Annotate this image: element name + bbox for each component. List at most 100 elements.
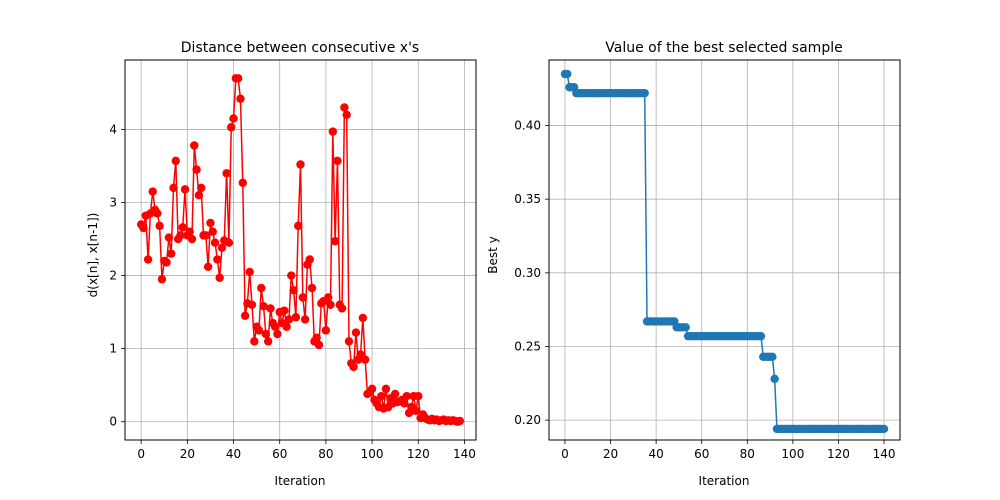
data-point: [227, 123, 236, 132]
x-tick-label: 40: [226, 447, 241, 461]
data-point: [333, 156, 342, 166]
x-tick-label: 20: [180, 447, 195, 461]
x-tick-label: 40: [648, 447, 663, 461]
data-point: [289, 285, 298, 295]
data-point: [367, 384, 377, 394]
x-tick-label: 80: [740, 447, 755, 461]
data-point: [166, 249, 176, 258]
data-point: [768, 352, 777, 361]
data-point: [360, 355, 370, 364]
data-point: [201, 231, 211, 240]
data-point: [139, 223, 148, 233]
data-point: [240, 311, 250, 320]
x-tick-label: 60: [272, 447, 287, 461]
data-point: [273, 329, 282, 339]
data-point: [197, 183, 206, 193]
data-point: [247, 300, 257, 310]
data-point: [314, 340, 324, 350]
chart-title: Value of the best selected sample: [605, 40, 842, 56]
y-tick-label: 1: [109, 342, 117, 356]
x-tick-label: 0: [561, 447, 569, 461]
data-point: [414, 391, 423, 401]
chart-title: Distance between consecutive x's: [181, 40, 419, 56]
data-point: [222, 169, 231, 178]
data-point: [377, 391, 386, 401]
data-point: [171, 156, 181, 166]
data-point: [153, 209, 162, 218]
data-point: [321, 326, 331, 335]
data-point: [296, 160, 305, 169]
data-point: [190, 141, 199, 150]
data-point: [155, 221, 164, 231]
x-tick-label: 0: [137, 447, 145, 461]
y-axis-label: d(x[n], x[n-1]): [86, 213, 100, 298]
data-point: [342, 110, 351, 120]
data-point: [400, 399, 409, 408]
chart-best-sample: Value of the best selected sample Iterat…: [486, 40, 901, 488]
y-tick-label: 0.35: [514, 192, 541, 206]
data-point: [213, 255, 222, 264]
data-point: [229, 114, 238, 123]
data-point: [157, 275, 167, 284]
data-point: [351, 328, 361, 337]
x-axis-label: Iteration: [275, 474, 326, 488]
data-point: [293, 221, 303, 231]
y-tick-label: 0.20: [514, 413, 541, 427]
data-point: [349, 362, 358, 372]
data-point: [143, 255, 153, 264]
data-point: [344, 337, 354, 346]
data-point: [455, 416, 465, 426]
plot-frame: [124, 59, 477, 441]
data-point: [291, 313, 301, 322]
y-tick-label: 0.40: [514, 119, 541, 133]
data-point: [326, 300, 335, 310]
x-tick-label: 120: [827, 447, 850, 461]
data-point: [330, 237, 340, 246]
x-tick-label: 140: [873, 447, 896, 461]
y-tick-label: 0: [109, 415, 117, 429]
data-point: [411, 406, 421, 415]
chart-distance: Distance between consecutive x's Iterati…: [86, 40, 477, 488]
data-point: [390, 389, 400, 399]
data-point: [206, 218, 215, 228]
data-point: [257, 283, 266, 293]
series-line: [564, 73, 885, 430]
data-point: [224, 238, 234, 247]
data-point: [254, 326, 264, 335]
data-point: [233, 74, 243, 83]
data-point: [300, 315, 310, 324]
data-point: [287, 271, 296, 280]
data-point: [148, 187, 157, 196]
data-point: [284, 315, 294, 324]
data-point: [178, 223, 187, 232]
data-point: [756, 331, 766, 341]
x-tick-label: 100: [361, 447, 384, 461]
data-point: [681, 323, 690, 332]
data-point: [245, 267, 254, 277]
data-point: [305, 255, 314, 264]
data-point: [185, 227, 194, 236]
data-point: [261, 329, 271, 339]
y-tick-label: 0.25: [514, 339, 541, 353]
x-tick-label: 20: [603, 447, 618, 461]
x-axis-label: Iteration: [699, 474, 750, 488]
data-point: [324, 293, 333, 302]
data-point: [879, 424, 889, 434]
data-point: [162, 258, 171, 267]
data-point: [340, 103, 349, 112]
x-tick-label: 60: [694, 447, 709, 461]
data-point: [358, 313, 368, 323]
y-tick-label: 0.30: [514, 266, 541, 280]
data-point: [280, 306, 289, 315]
x-tick-label: 140: [453, 447, 476, 461]
data-point: [210, 238, 220, 247]
data-point: [270, 322, 280, 331]
data-point: [238, 178, 247, 187]
data-point: [640, 88, 649, 98]
data-point: [312, 333, 321, 342]
data-point: [180, 185, 190, 194]
data-point: [381, 384, 391, 394]
data-point: [203, 262, 213, 272]
y-tick-label: 4: [109, 122, 117, 136]
data-point: [215, 273, 224, 282]
